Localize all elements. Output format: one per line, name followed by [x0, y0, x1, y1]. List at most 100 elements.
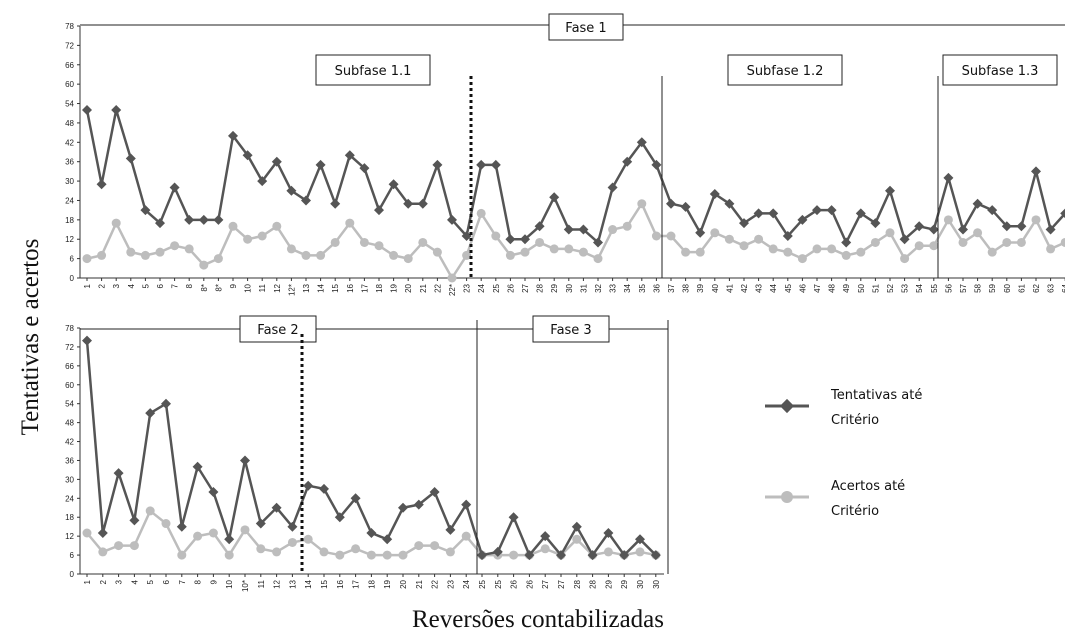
- point-tentativas: [140, 205, 151, 216]
- x-tick-label: 43: [755, 283, 764, 292]
- point-tentativas: [534, 221, 545, 232]
- point-acertos: [114, 541, 124, 551]
- point-tentativas: [635, 534, 645, 545]
- x-tick-label: 9: [209, 579, 218, 584]
- x-tick-label: 13: [302, 283, 311, 292]
- point-acertos: [432, 247, 442, 257]
- x-tick-label: 22*: [448, 284, 457, 296]
- subfase-1-2-box: [727, 54, 843, 86]
- x-tick-label: 17: [352, 579, 361, 588]
- point-acertos: [213, 254, 223, 264]
- point-tentativas: [169, 182, 180, 193]
- series-line-acertos: [86, 202, 1065, 280]
- point-acertos: [578, 247, 588, 257]
- x-tick-label: 3: [112, 283, 121, 288]
- point-tentativas: [125, 153, 136, 164]
- point-acertos: [224, 550, 234, 560]
- x-tick-label: 9: [229, 283, 238, 288]
- x-tick-label: 18: [367, 579, 376, 588]
- x-tick-label: 21: [415, 579, 424, 588]
- x-tick-label: 24: [462, 579, 471, 588]
- point-acertos: [403, 254, 413, 264]
- x-tick-label: 19: [390, 283, 399, 292]
- x-tick-label: 5: [141, 283, 150, 288]
- point-tentativas: [208, 487, 219, 497]
- point-tentativas: [524, 550, 535, 561]
- subfase-1-1-label: Subfase 1.1: [335, 64, 412, 79]
- point-tentativas: [695, 227, 706, 238]
- x-tick-label: 55: [930, 283, 939, 292]
- y-tick-label: 72: [65, 343, 74, 352]
- point-tentativas: [578, 224, 589, 235]
- y-tick-label: 24: [65, 196, 74, 205]
- subfase-1-3-box: [942, 54, 1058, 86]
- x-tick-label: 40: [711, 283, 720, 292]
- point-acertos: [564, 244, 574, 254]
- x-tick-label: 14: [317, 283, 326, 292]
- x-tick-label: 12: [273, 579, 282, 588]
- point-tentativas: [432, 159, 443, 170]
- point-acertos: [257, 231, 267, 241]
- x-tick-label: 47: [813, 283, 822, 292]
- y-tick-label: 60: [65, 381, 74, 390]
- point-tentativas: [334, 512, 345, 523]
- x-tick-label: 23: [446, 579, 455, 588]
- y-axis-label: Tentativas e acertos: [17, 239, 44, 436]
- point-tentativas: [556, 550, 566, 561]
- point-tentativas: [176, 521, 187, 532]
- point-acertos: [797, 254, 807, 264]
- point-tentativas: [826, 205, 837, 216]
- point-acertos: [461, 531, 471, 541]
- point-tentativas: [417, 198, 428, 209]
- y-tick-label: 66: [65, 61, 74, 70]
- y-tick-label: 12: [65, 532, 74, 541]
- point-tentativas: [344, 150, 355, 161]
- point-tentativas: [651, 159, 662, 170]
- point-acertos: [345, 218, 355, 228]
- x-tick-label: 5: [146, 579, 155, 584]
- x-tick-label: 44: [769, 283, 778, 292]
- x-axis-label: Reversões contabilizadas: [412, 606, 664, 632]
- point-tentativas: [198, 214, 209, 225]
- point-acertos: [505, 250, 515, 260]
- point-acertos: [272, 547, 282, 557]
- legend: Tentativas até Critério Acertos até Crit…: [765, 388, 922, 519]
- point-acertos: [240, 525, 250, 535]
- point-acertos: [520, 247, 530, 257]
- x-tick-label: 30: [652, 579, 661, 588]
- x-tick-label: 22: [433, 283, 442, 292]
- point-acertos: [256, 544, 266, 554]
- point-acertos: [603, 547, 613, 557]
- point-tentativas: [841, 237, 852, 248]
- point-tentativas: [622, 156, 633, 167]
- x-tick-label: 27: [557, 579, 566, 588]
- subfase-1-3-label: Subfase 1.3: [962, 64, 1039, 79]
- point-tentativas: [520, 234, 530, 245]
- y-tick-label: 6: [70, 255, 75, 264]
- x-tick-label: 8*: [200, 284, 209, 292]
- point-tentativas: [403, 198, 414, 209]
- point-tentativas: [797, 214, 808, 225]
- fase3-label-box: [532, 315, 610, 343]
- point-tentativas: [192, 461, 203, 472]
- point-acertos: [303, 534, 313, 544]
- point-acertos: [1002, 237, 1012, 247]
- point-acertos: [1031, 215, 1041, 225]
- x-tick-label: 33: [609, 283, 618, 292]
- legend-tentativas-marker: [779, 398, 795, 414]
- point-tentativas: [213, 214, 224, 225]
- x-tick-label: 15: [320, 579, 329, 588]
- point-tentativas: [224, 534, 235, 545]
- point-acertos: [319, 547, 329, 557]
- point-acertos: [140, 250, 150, 260]
- x-tick-label: 53: [901, 283, 910, 292]
- point-tentativas: [603, 528, 614, 538]
- point-acertos: [359, 237, 369, 247]
- point-acertos: [549, 244, 559, 254]
- x-tick-label: 38: [682, 283, 691, 292]
- point-acertos: [97, 250, 107, 260]
- point-tentativas: [461, 231, 472, 241]
- point-tentativas: [563, 224, 574, 235]
- point-tentativas: [388, 179, 399, 190]
